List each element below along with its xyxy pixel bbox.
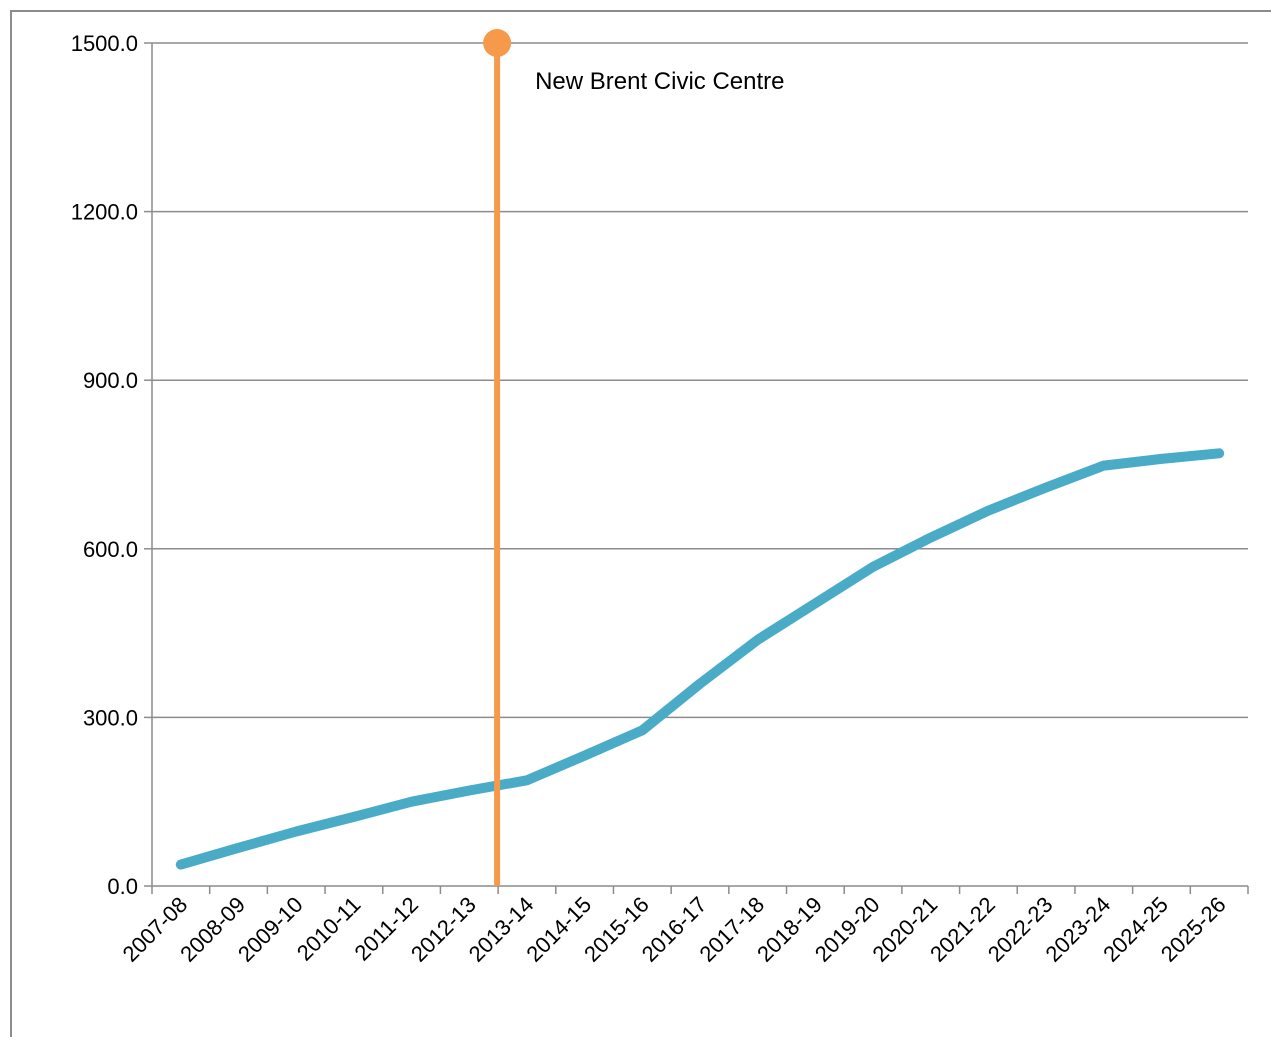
- chart-frame: [10, 10, 1271, 1037]
- y-tick-labels: 0.0 300.0 600.0 900.0 1200.0 1500.0: [71, 31, 138, 899]
- marker-dot: [483, 29, 512, 57]
- y-tick-label: 900.0: [83, 368, 138, 393]
- x-tick-label: 2010-11: [292, 892, 366, 966]
- event-marker: New Brent Civic Centre: [483, 29, 785, 886]
- y-tick-label: 600.0: [83, 537, 138, 562]
- x-tick-label: 2009-10: [233, 892, 308, 967]
- series-line: [175, 448, 1225, 870]
- marker-label: New Brent Civic Centre: [535, 68, 784, 95]
- axes: [144, 42, 1249, 894]
- y-tick-label: 1200.0: [71, 200, 138, 225]
- y-tick-label: 0.0: [107, 874, 138, 899]
- y-tick-label: 300.0: [83, 705, 138, 730]
- y-tick-label: 1500.0: [71, 31, 138, 56]
- x-tick-labels: 2007-082008-092009-102010-112011-122012-…: [118, 892, 1231, 967]
- x-tick-label: 2025-26: [1156, 892, 1231, 967]
- gridlines: [152, 42, 1248, 719]
- series-lines: [175, 448, 1225, 870]
